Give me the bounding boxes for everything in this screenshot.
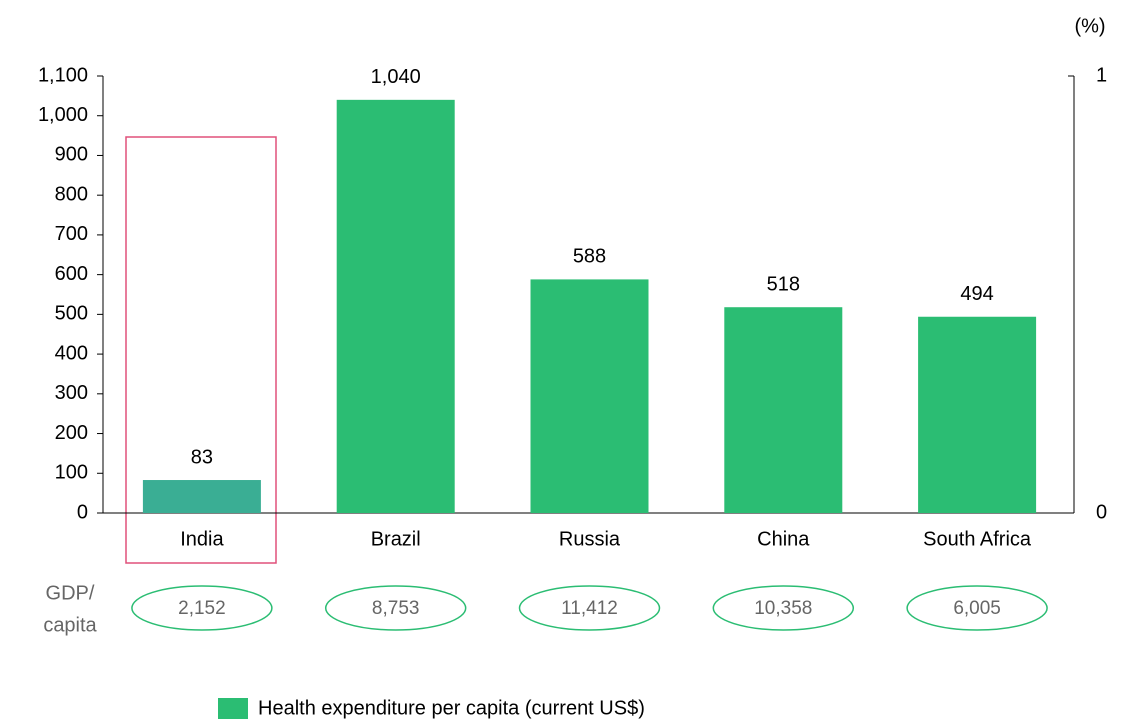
bar	[918, 316, 1037, 513]
legend-label: Health expenditure per capita (current U…	[258, 697, 645, 719]
y2-axis-label: (%)	[1074, 15, 1105, 37]
bar	[530, 279, 649, 513]
bar	[336, 99, 455, 513]
y-tick-label: 1,000	[38, 104, 88, 126]
y-tick-label: 900	[55, 144, 88, 166]
y-tick-label: 0	[77, 501, 88, 523]
x-tick-label: Russia	[559, 528, 621, 550]
gdp-label: GDP/	[46, 582, 95, 604]
x-tick-label: India	[180, 528, 224, 550]
bar	[142, 480, 261, 513]
y-tick-label: 500	[55, 303, 88, 325]
y-tick-label: 200	[55, 422, 88, 444]
y2-tick-label: 0	[1096, 501, 1107, 523]
data-label: 83	[191, 446, 213, 468]
y-tick-label: 800	[55, 183, 88, 205]
y-tick-label: 700	[55, 223, 88, 245]
bar	[724, 307, 843, 513]
gdp-value: 8,753	[372, 598, 420, 619]
gdp-ellipse	[324, 585, 467, 631]
gdp-ellipse	[906, 585, 1048, 631]
y2-tick-label: 1	[1096, 64, 1107, 86]
gdp-ellipse	[131, 585, 273, 631]
y-tick-label: 600	[55, 263, 88, 285]
x-tick-label: China	[757, 528, 810, 550]
y-tick-label: 300	[55, 382, 88, 404]
gdp-value: 2,152	[178, 598, 226, 619]
data-label: 588	[573, 246, 606, 268]
y-tick-label: 1,100	[38, 64, 88, 86]
gdp-value: 10,358	[754, 598, 812, 619]
highlight-box	[125, 136, 277, 564]
data-label: 1,040	[371, 66, 421, 88]
gdp-ellipse	[518, 585, 661, 631]
legend-swatch	[218, 698, 248, 719]
data-label: 518	[767, 273, 800, 295]
x-tick-label: South Africa	[923, 528, 1032, 550]
x-tick-label: Brazil	[371, 528, 421, 550]
gdp-value: 6,005	[953, 598, 1001, 619]
gdp-value: 11,412	[561, 598, 618, 619]
y-tick-label: 100	[55, 462, 88, 484]
y-tick-label: 400	[55, 342, 88, 364]
gdp-ellipse	[712, 585, 855, 631]
gdp-label: capita	[43, 614, 97, 636]
data-label: 494	[960, 283, 993, 305]
